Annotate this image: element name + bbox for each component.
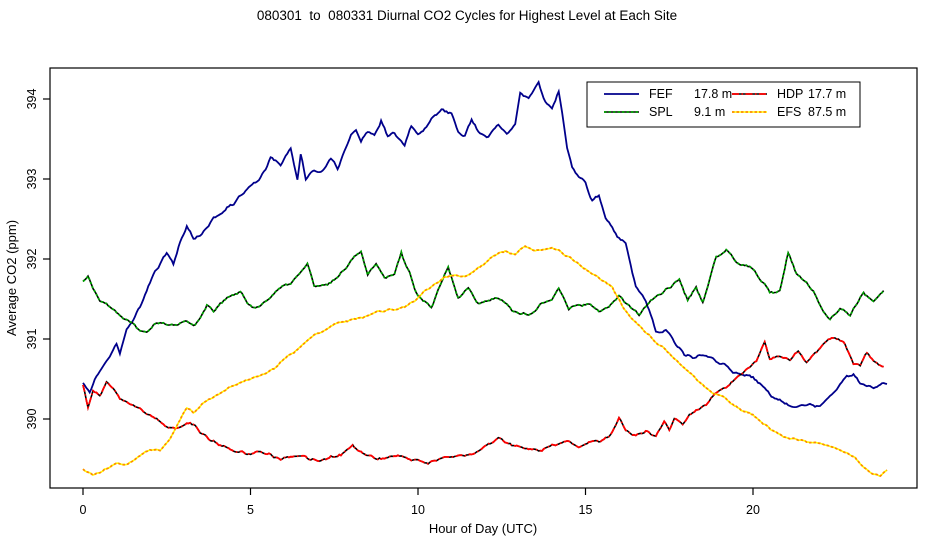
x-tick-label: 15 bbox=[579, 503, 593, 517]
legend-height-HDP: 17.7 m bbox=[808, 87, 846, 101]
y-tick-label: 394 bbox=[25, 89, 39, 110]
y-tick-label: 392 bbox=[25, 249, 39, 270]
plot-border bbox=[49, 67, 918, 489]
legend-label-EFS: EFS bbox=[777, 105, 801, 119]
series-line-FEF bbox=[82, 79, 888, 409]
series-line-base-EFS bbox=[82, 245, 888, 477]
y-tick-label: 393 bbox=[25, 169, 39, 190]
y-axis-label: Average CO2 (ppm) bbox=[4, 220, 19, 336]
y-axis-ticks: 390 391 392 393 394 bbox=[25, 89, 50, 430]
legend-label-HDP: HDP bbox=[777, 87, 803, 101]
legend: FEF 17.8 m SPL 9.1 m HDP 17.7 m EFS 87.5 m bbox=[586, 81, 861, 128]
legend-box bbox=[586, 81, 861, 128]
legend-height-FEF: 17.8 m bbox=[694, 87, 732, 101]
series-lines bbox=[82, 79, 888, 477]
x-axis-label: Hour of Day (UTC) bbox=[429, 521, 537, 536]
y-tick-label: 391 bbox=[25, 329, 39, 350]
legend-height-EFS: 87.5 m bbox=[808, 105, 846, 119]
x-tick-label: 0 bbox=[80, 503, 87, 517]
y-tick-label: 390 bbox=[25, 409, 39, 430]
x-tick-label: 5 bbox=[247, 503, 254, 517]
chart-title: 080301 to 080331 Diurnal CO2 Cycles for … bbox=[257, 8, 677, 23]
legend-height-SPL: 9.1 m bbox=[694, 105, 725, 119]
legend-label-FEF: FEF bbox=[649, 87, 673, 101]
series-line-base-HDP bbox=[82, 337, 884, 465]
series-line-EFS bbox=[82, 245, 888, 477]
x-tick-label: 20 bbox=[746, 503, 760, 517]
legend-label-SPL: SPL bbox=[649, 105, 673, 119]
x-tick-label: 10 bbox=[411, 503, 425, 517]
series-line-SPL bbox=[82, 248, 885, 334]
x-axis-ticks: 0 5 10 15 20 bbox=[80, 488, 760, 517]
series-line-HDP bbox=[82, 337, 884, 466]
series-line-base-SPL bbox=[82, 248, 885, 333]
